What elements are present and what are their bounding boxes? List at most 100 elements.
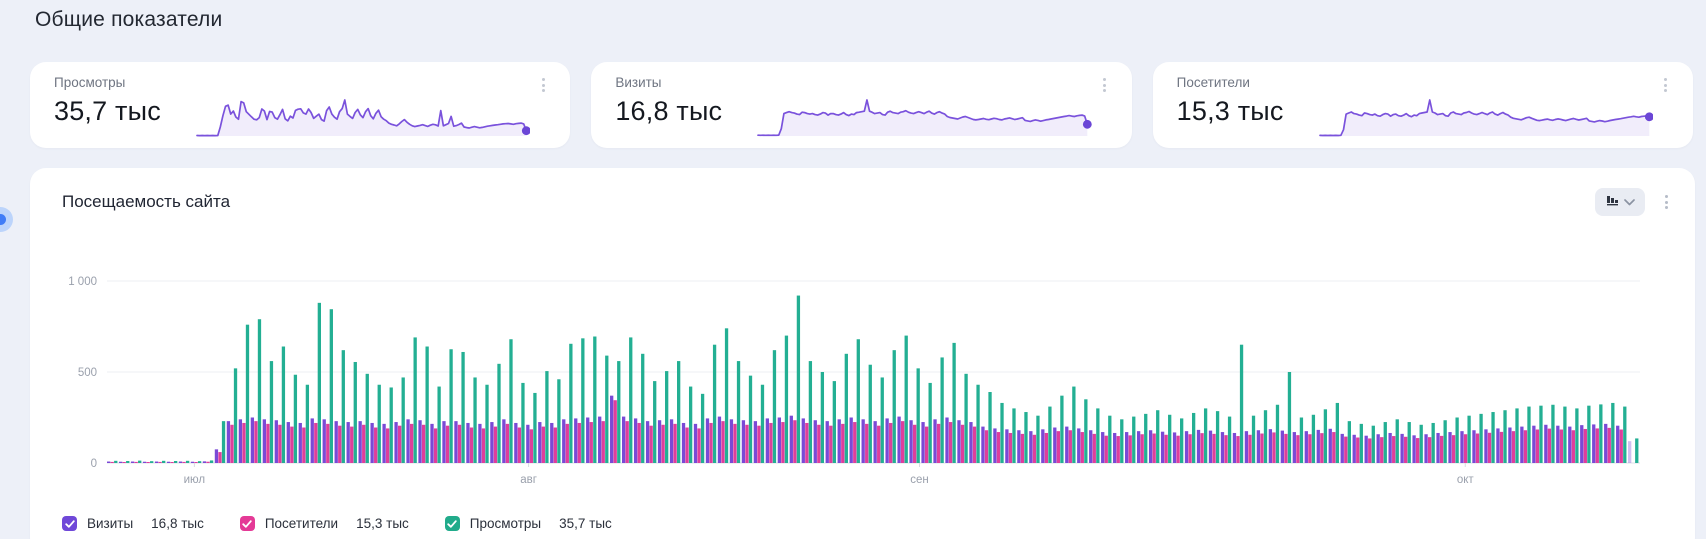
bar[interactable] [293, 374, 298, 463]
bar[interactable] [274, 420, 278, 463]
bar[interactable] [397, 425, 402, 463]
bar[interactable] [1152, 433, 1156, 463]
bar[interactable] [916, 368, 920, 463]
bar[interactable] [406, 419, 410, 463]
bar[interactable] [553, 427, 557, 463]
bar[interactable] [126, 461, 130, 463]
bar[interactable] [182, 461, 186, 463]
bar[interactable] [218, 452, 222, 463]
bar[interactable] [1611, 402, 1615, 463]
bar[interactable] [1511, 431, 1516, 463]
bar[interactable] [341, 350, 345, 463]
bar[interactable] [334, 421, 338, 463]
bar[interactable] [741, 420, 746, 463]
bar[interactable] [1344, 436, 1348, 463]
bar[interactable] [1148, 430, 1153, 463]
bar[interactable] [613, 400, 617, 463]
kebab-menu-icon[interactable] [1098, 76, 1112, 94]
bar[interactable] [889, 422, 893, 463]
bar[interactable] [897, 416, 901, 463]
bar[interactable] [322, 419, 326, 463]
bar[interactable] [505, 423, 510, 463]
bar[interactable] [736, 361, 741, 463]
bar[interactable] [1583, 428, 1587, 463]
bar[interactable] [936, 423, 941, 463]
bar[interactable] [928, 382, 932, 463]
bar[interactable] [1008, 432, 1013, 463]
bar[interactable] [197, 461, 202, 463]
bar[interactable] [1044, 432, 1049, 463]
bar[interactable] [1272, 432, 1276, 463]
bar[interactable] [1431, 422, 1435, 463]
bar[interactable] [1392, 436, 1396, 463]
bar[interactable] [904, 335, 908, 463]
bar[interactable] [254, 421, 258, 463]
bar[interactable] [996, 432, 1001, 463]
bar[interactable] [1323, 409, 1328, 463]
bar[interactable] [625, 421, 629, 463]
bar[interactable] [497, 363, 501, 463]
bar[interactable] [1239, 344, 1244, 463]
bar[interactable] [757, 425, 761, 463]
bar[interactable] [1275, 404, 1280, 463]
bar[interactable] [178, 461, 183, 463]
bar[interactable] [853, 422, 857, 463]
bar[interactable] [1101, 432, 1105, 463]
bar[interactable] [1065, 426, 1069, 463]
bar[interactable] [214, 449, 219, 463]
bar[interactable] [1556, 425, 1560, 463]
bar[interactable] [777, 417, 781, 464]
bar[interactable] [233, 368, 238, 463]
bar[interactable] [1077, 428, 1081, 463]
bar[interactable] [162, 460, 166, 463]
bar[interactable] [1535, 429, 1540, 463]
bar[interactable] [733, 423, 737, 463]
bar[interactable] [1092, 433, 1096, 463]
bar[interactable] [1072, 386, 1076, 463]
bar[interactable] [533, 392, 537, 463]
bar[interactable] [134, 461, 138, 463]
bar[interactable] [1048, 406, 1052, 463]
kebab-menu-icon[interactable] [1659, 76, 1673, 94]
bar[interactable] [118, 461, 123, 463]
bar[interactable] [1527, 406, 1531, 463]
bar[interactable] [1292, 432, 1296, 463]
bar[interactable] [362, 424, 366, 463]
bar[interactable] [473, 377, 477, 463]
bar[interactable] [1424, 434, 1428, 463]
bar[interactable] [1491, 412, 1495, 463]
bar[interactable] [661, 424, 665, 463]
bar[interactable] [1128, 435, 1132, 463]
bar[interactable] [700, 393, 705, 463]
bar[interactable] [110, 461, 114, 463]
bar[interactable] [637, 422, 641, 463]
bar[interactable] [1299, 417, 1304, 464]
bar[interactable] [130, 461, 135, 463]
bar[interactable] [1080, 432, 1084, 463]
bar[interactable] [1104, 435, 1108, 463]
bar[interactable] [945, 417, 949, 464]
bar[interactable] [221, 421, 226, 463]
bar[interactable] [1036, 415, 1040, 463]
bar[interactable] [1487, 432, 1492, 463]
bar[interactable] [1439, 435, 1444, 463]
bar[interactable] [1520, 426, 1524, 463]
bar[interactable] [290, 426, 294, 463]
bar[interactable] [1144, 413, 1148, 463]
bar[interactable] [257, 319, 262, 463]
bar[interactable] [712, 344, 717, 463]
bar[interactable] [801, 418, 805, 463]
bar[interactable] [598, 416, 602, 463]
legend-item-1[interactable]: Визиты 16,8 тыс [62, 516, 204, 531]
bar[interactable] [538, 422, 542, 463]
bar[interactable] [829, 425, 833, 463]
bar[interactable] [374, 427, 378, 463]
bar[interactable] [969, 422, 973, 463]
traffic-bar-chart[interactable]: 0 500 1 000 июл авг сен окт [44, 245, 1640, 490]
bar[interactable] [793, 420, 797, 463]
bar[interactable] [1328, 428, 1332, 463]
bar[interactable] [166, 461, 171, 463]
bar[interactable] [1628, 441, 1632, 463]
bar[interactable] [885, 418, 889, 463]
bar[interactable] [466, 422, 470, 463]
